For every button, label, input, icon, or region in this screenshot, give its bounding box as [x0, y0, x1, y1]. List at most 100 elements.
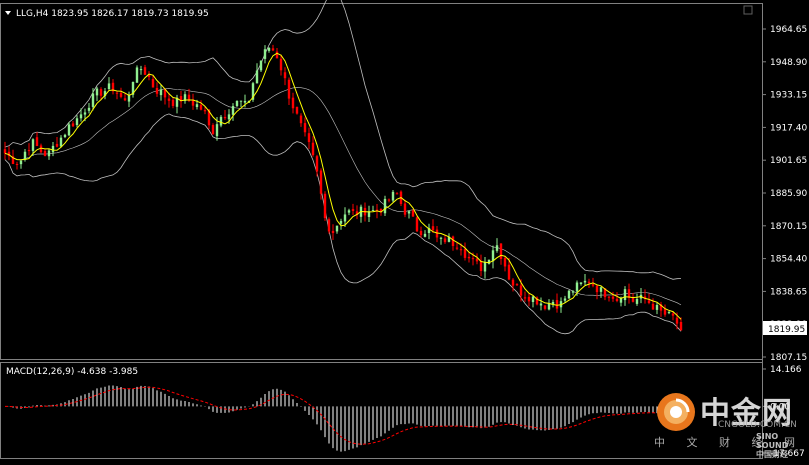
candle-body: [115, 92, 119, 94]
price-tick-label: 1838.65: [770, 287, 807, 297]
candle-body: [503, 257, 507, 267]
bollinger-lower: [4, 113, 682, 335]
candle-body: [647, 300, 651, 303]
candle-body: [539, 303, 543, 306]
candle-body: [211, 125, 215, 135]
candle-body: [255, 70, 259, 84]
price-tick-label: 1917.40: [770, 123, 807, 133]
candle-body: [307, 133, 311, 143]
candle-body: [103, 91, 107, 96]
candle-body: [615, 298, 619, 301]
candle-body: [7, 151, 11, 157]
bollinger-bands: [4, 0, 682, 335]
candle-body: [119, 92, 123, 97]
candle-body: [619, 297, 623, 303]
candle-body: [243, 100, 247, 103]
candle-body: [407, 211, 411, 214]
candle-body: [459, 249, 463, 251]
candle-body: [95, 88, 99, 96]
ma-line: [4, 52, 682, 320]
candle-body: [51, 145, 55, 153]
candle-body: [659, 304, 663, 311]
candle-body: [455, 247, 459, 249]
candle-body: [251, 83, 255, 100]
candle-body: [99, 89, 103, 96]
macd-tick-label: -17.667: [770, 449, 805, 459]
candle-body: [319, 170, 323, 194]
candle-body: [43, 150, 47, 156]
candle-body: [131, 81, 135, 95]
candle-body: [339, 221, 343, 224]
candle-body: [331, 230, 335, 234]
candle-body: [183, 94, 187, 101]
candle-body: [567, 290, 571, 299]
price-tick-label: 1807.15: [770, 353, 807, 363]
candle-body: [27, 150, 31, 152]
triangle-down-icon[interactable]: [5, 11, 11, 15]
candle-body: [555, 300, 559, 309]
candle-body: [443, 238, 447, 243]
candle-body: [383, 198, 387, 214]
candle-body: [195, 104, 199, 107]
candle-body: [275, 51, 279, 59]
candle-body: [499, 243, 503, 260]
candle-body: [299, 115, 303, 124]
candle-body: [371, 210, 375, 212]
candle-body: [587, 281, 591, 284]
candle-body: [263, 49, 267, 59]
sino-sound-label: SINO SOUND 中国财经: [756, 432, 809, 459]
candle-body: [411, 210, 415, 217]
candle-body: [431, 226, 435, 231]
candle-body: [315, 156, 319, 172]
candle-body: [635, 298, 639, 304]
candle-body: [227, 114, 231, 120]
candle-body: [527, 296, 531, 302]
candle-body: [623, 289, 627, 301]
candle-body: [335, 225, 339, 232]
candle-body: [595, 285, 599, 293]
current-price-box: [763, 321, 807, 335]
candle-body: [87, 107, 91, 111]
candle-body: [451, 236, 455, 247]
candle-body: [207, 109, 211, 126]
sino-sound-en: SINO SOUND: [756, 432, 789, 450]
moving-average: [4, 52, 682, 320]
candle-body: [123, 98, 127, 101]
candle-body: [323, 193, 327, 219]
macd-tick-label: 14.166: [770, 365, 802, 375]
candle-body: [607, 296, 611, 298]
candle-body: [107, 83, 111, 90]
candle-body: [663, 308, 667, 315]
candle-body: [403, 203, 407, 215]
candle-body: [135, 67, 139, 83]
candle-body: [531, 296, 535, 303]
candle-body: [199, 104, 203, 110]
candle-body: [203, 110, 207, 112]
candle-body: [551, 302, 555, 305]
macd-signal-line: [5, 386, 682, 445]
candle-body: [391, 191, 395, 201]
brand-subtitle: 中 文 财 经 网: [654, 436, 804, 449]
candle-body: [355, 211, 359, 216]
candle-body: [259, 60, 263, 71]
candle-body: [47, 150, 51, 157]
price-tick-label: 1885.90: [770, 189, 807, 199]
candle-body: [31, 139, 35, 151]
candle-body: [311, 142, 315, 156]
candle-body: [163, 89, 167, 98]
candle-body: [63, 134, 67, 138]
candle-body: [283, 72, 287, 79]
candle-body: [143, 67, 147, 75]
price-axis: 1964.65 1948.90 1933.15 1917.40 1901.65 1885.…: [762, 25, 807, 363]
macd-label: MACD(12,26,9) -4.638 -3.985: [6, 367, 138, 377]
price-tick-label: 1901.65: [770, 156, 807, 166]
candle-body: [151, 78, 155, 88]
candle-body: [347, 210, 351, 213]
candle-body: [239, 100, 243, 102]
candle-body: [71, 123, 75, 127]
candle-body: [3, 149, 7, 154]
candle-body: [191, 99, 195, 106]
chart-corner-button[interactable]: [743, 5, 753, 15]
candle-body: [155, 87, 159, 94]
